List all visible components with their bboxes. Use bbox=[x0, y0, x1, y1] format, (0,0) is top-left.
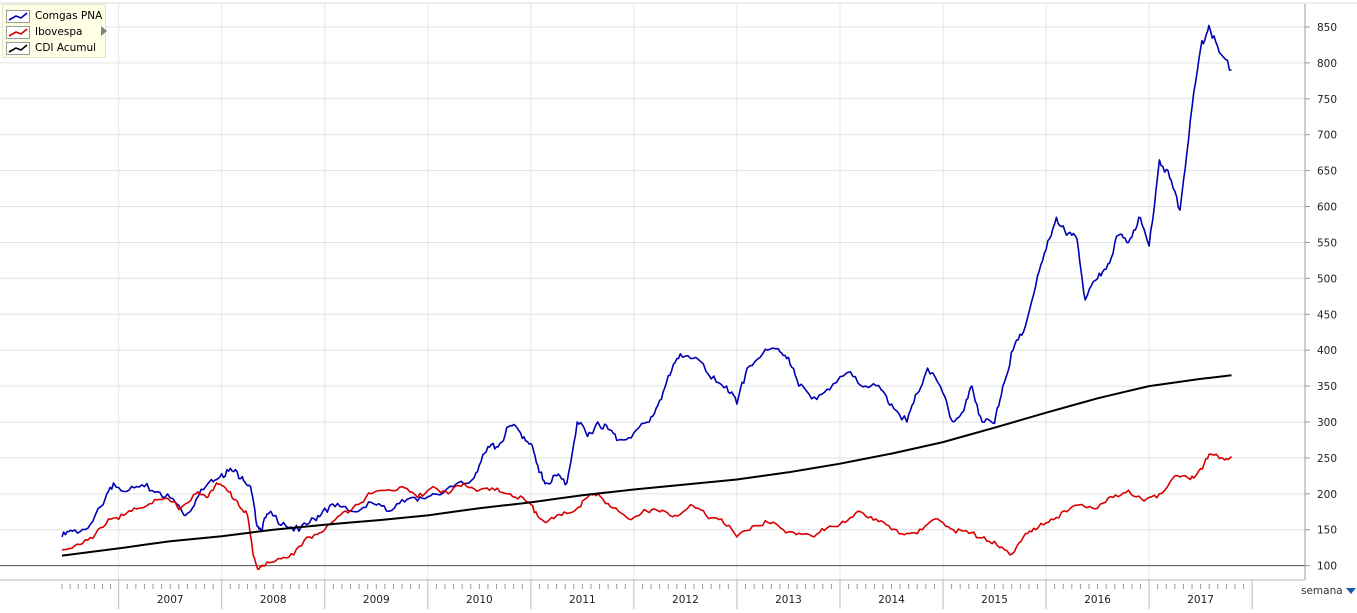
legend-expand-arrow-icon[interactable] bbox=[101, 26, 107, 36]
y-tick-label: 700 bbox=[1317, 130, 1337, 142]
x-tick-label: 2017 bbox=[1187, 594, 1214, 606]
legend-swatch-line-icon bbox=[6, 25, 30, 39]
legend-item-series-3[interactable]: CDI Acumul bbox=[6, 40, 96, 56]
x-tick-label: 2014 bbox=[878, 594, 905, 606]
series-line-2 bbox=[61, 453, 1233, 570]
x-tick-label: 2016 bbox=[1084, 594, 1111, 606]
legend-label: Comgas PNA bbox=[35, 10, 103, 22]
y-tick-label: 100 bbox=[1317, 561, 1337, 573]
x-tick-label: 2015 bbox=[981, 594, 1008, 606]
legend-item-series-1[interactable]: Comgas PNA bbox=[6, 8, 102, 24]
y-tick-label: 750 bbox=[1317, 94, 1337, 106]
y-tick-label: 800 bbox=[1317, 58, 1337, 70]
x-tick-label: 2011 bbox=[569, 594, 596, 606]
x-tick-label: 2012 bbox=[672, 594, 699, 606]
x-tick-label: 2013 bbox=[775, 594, 802, 606]
y-tick-label: 850 bbox=[1317, 22, 1337, 34]
y-tick-label: 500 bbox=[1317, 273, 1337, 285]
legend-label: CDI Acumul bbox=[35, 42, 97, 54]
legend-label: Ibovespa bbox=[35, 26, 83, 38]
x-tick-label: 2008 bbox=[260, 594, 287, 606]
y-tick-label: 600 bbox=[1317, 202, 1337, 214]
period-selector[interactable]: semana bbox=[1301, 585, 1356, 597]
y-tick-label: 450 bbox=[1317, 309, 1337, 321]
y-tick-label: 150 bbox=[1317, 525, 1337, 537]
legend-swatch-line-icon bbox=[6, 41, 30, 55]
x-tick-label: 2007 bbox=[157, 594, 184, 606]
y-tick-label: 300 bbox=[1317, 417, 1337, 429]
series-line-1 bbox=[61, 24, 1232, 538]
caret-down-icon bbox=[1345, 588, 1356, 594]
x-tick-label: 2009 bbox=[363, 594, 390, 606]
chart-legend: Comgas PNA Ibovespa CDI Acumul bbox=[2, 4, 106, 58]
y-tick-label: 350 bbox=[1317, 381, 1337, 393]
y-tick-label: 250 bbox=[1317, 453, 1337, 465]
y-tick-label: 650 bbox=[1317, 166, 1337, 178]
period-selector-label: semana bbox=[1301, 585, 1343, 597]
y-tick-label: 550 bbox=[1317, 237, 1337, 249]
legend-item-series-2[interactable]: Ibovespa bbox=[6, 24, 82, 40]
y-tick-label: 400 bbox=[1317, 345, 1337, 357]
x-tick-label: 2010 bbox=[466, 594, 493, 606]
y-tick-label: 200 bbox=[1317, 489, 1337, 501]
legend-swatch-line-icon bbox=[6, 9, 30, 23]
series-line-3 bbox=[61, 374, 1232, 557]
